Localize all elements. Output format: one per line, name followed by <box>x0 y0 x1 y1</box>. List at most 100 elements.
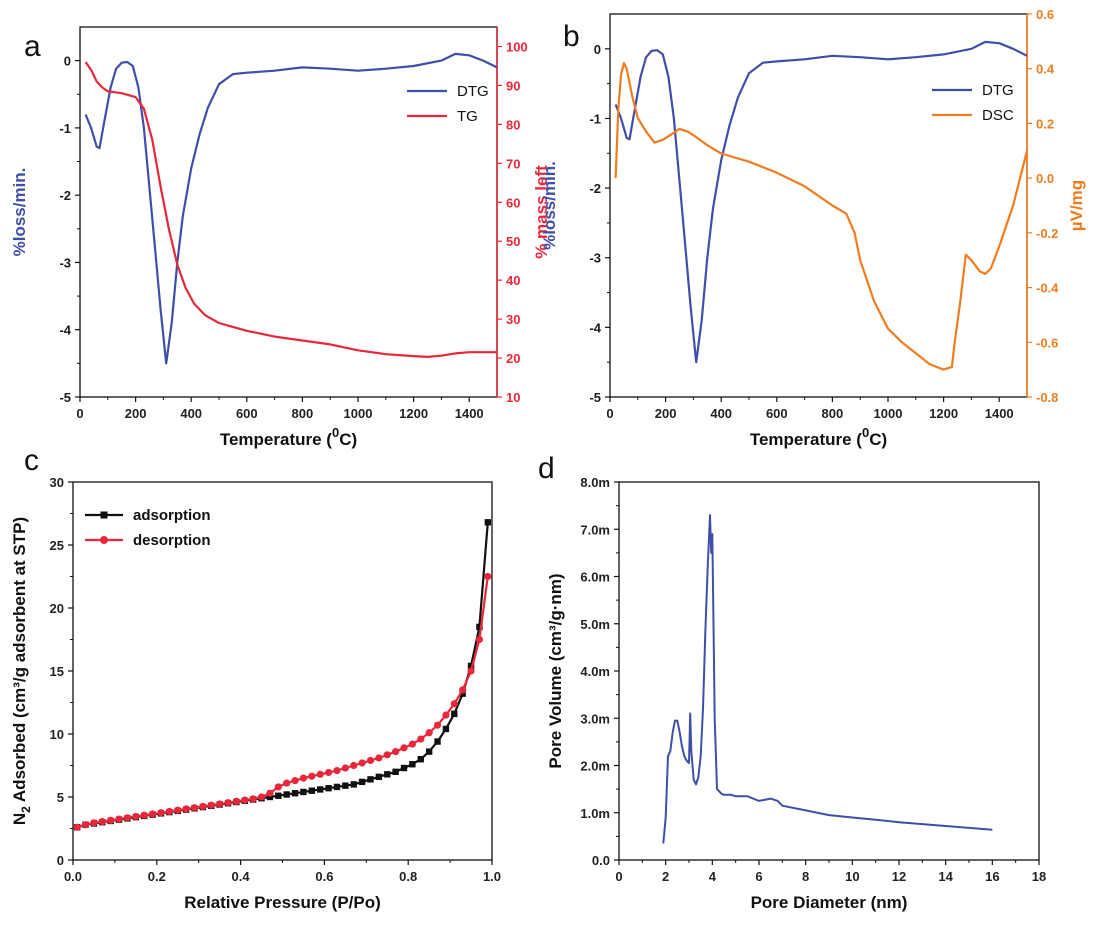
x-tick-label: 4 <box>709 869 717 884</box>
data-point-desorption <box>324 768 333 777</box>
data-point-desorption <box>366 756 375 765</box>
y-tick-label: -2 <box>59 188 71 203</box>
x-axis-label: Pore Diameter (nm) <box>751 893 908 912</box>
x-tick-label: 1200 <box>399 406 428 421</box>
x-tick-label: 0 <box>76 406 83 421</box>
data-point-desorption <box>132 812 140 821</box>
chart-panel-b: b0 200 400 600 800 1000 1200 1400-5-4-3-2-10-0.… <box>540 7 1086 449</box>
data-point-desorption <box>98 817 106 826</box>
chart-panel-c: c 0.0 0.2 0.4 0.6 0.8 1.0 0 5 10 15 20 25 30 Relative … <box>10 444 501 912</box>
right-y-tick-label: 0.4 <box>1036 62 1055 77</box>
data-point-desorption <box>383 751 391 759</box>
legend-label-dtg: DTG <box>457 83 489 100</box>
x-tick-label: 10 <box>845 869 859 884</box>
data-point-desorption <box>433 721 442 729</box>
plot-frame <box>618 481 1040 861</box>
x-tick-label: 8 <box>802 869 809 884</box>
right-y-tick-label: 40 <box>506 273 520 288</box>
data-point-desorption <box>475 635 484 644</box>
data-point-desorption <box>241 796 249 804</box>
data-point-desorption <box>341 764 349 772</box>
legend-label-adsorption: adsorption <box>133 507 211 524</box>
y-axis-label-prefix: N <box>10 813 29 825</box>
right-y-tick-label: -0.8 <box>1036 390 1058 405</box>
x-tick-label: 800 <box>822 406 844 421</box>
data-point-desorption <box>140 811 148 819</box>
series-line-dtg <box>84 52 497 365</box>
data-point-desorption <box>73 823 81 831</box>
x-axis-label-tail: C) <box>339 430 357 449</box>
x-tick-label: 18 <box>1032 869 1046 884</box>
data-point-adsorption <box>375 773 383 781</box>
series-line-pore-size-distribution <box>662 514 993 844</box>
x-axis-label-tail: C) <box>869 430 887 449</box>
x-tick-label: 400 <box>180 406 202 421</box>
x-tick-label: 1.0 <box>483 869 501 884</box>
right-y-tick-label: 30 <box>506 312 520 327</box>
data-point-desorption <box>90 819 98 827</box>
y-tick-label: 8.0m <box>580 475 610 490</box>
data-point-desorption <box>450 700 458 708</box>
x-tick-label: 600 <box>236 406 258 421</box>
data-point-desorption <box>375 754 383 762</box>
data-point-adsorption <box>266 793 274 801</box>
right-y-tick-label: -0.4 <box>1036 281 1059 296</box>
x-axis-label-text: Relative Pressure (P/Po) <box>184 893 381 912</box>
x-axis-label: Temperature (0C) <box>220 425 357 449</box>
data-point-adsorption <box>425 748 433 755</box>
x-tick-label: 0.8 <box>399 869 417 884</box>
data-point-desorption <box>299 774 308 782</box>
y-tick-label: 5 <box>57 790 64 805</box>
right-y-tick-label: 0.2 <box>1036 116 1054 131</box>
data-point-adsorption <box>409 761 416 768</box>
legend-label-dsc: DSC <box>982 107 1014 124</box>
plot-frame <box>609 13 1028 398</box>
y-tick-label: 20 <box>50 601 64 616</box>
data-point-adsorption <box>476 623 483 631</box>
data-point-desorption <box>266 789 274 797</box>
y-tick-label: -5 <box>589 390 601 405</box>
right-y-tick-label: 0.0 <box>1036 171 1054 186</box>
data-point-desorption <box>174 806 182 814</box>
y-tick-label: -3 <box>589 251 601 266</box>
data-point-desorption <box>157 809 165 817</box>
right-y-tick-label: 50 <box>506 234 520 249</box>
right-y-tick-label: 100 <box>506 39 528 54</box>
y-tick-label: 0 <box>594 42 601 57</box>
data-point-adsorption <box>434 738 441 745</box>
data-point-adsorption <box>350 781 357 788</box>
x-tick-label: 600 <box>766 406 788 421</box>
y-axis-label: %loss/min. <box>540 161 559 250</box>
data-point-desorption <box>283 779 291 787</box>
x-tick-label: 0.4 <box>232 869 251 884</box>
right-y-tick-label: 10 <box>506 390 520 405</box>
y-axis-label-rest: Adsorbed (cm³/g adsorbent at STP) <box>10 517 29 806</box>
series-line-dsc <box>614 62 1027 371</box>
x-tick-label: 1000 <box>344 406 373 421</box>
y-tick-label: 15 <box>50 664 64 679</box>
data-point-adsorption <box>442 725 450 733</box>
data-point-desorption <box>484 572 492 581</box>
y-tick-label: 4.0m <box>580 664 610 679</box>
chart-panel-d: d 0 2 4 6 8 10 12 14 16 18 0.0 1.0m 2.0m 3.0m 4.0m 5.0m 6… <box>538 452 1046 912</box>
right-y-tick-label: 60 <box>506 195 520 210</box>
data-point-desorption <box>392 748 400 756</box>
y-tick-label: 2.0m <box>580 759 610 774</box>
legend-label-dtg: DTG <box>982 82 1014 99</box>
legend-label-desorption: desorption <box>133 532 211 549</box>
data-point-adsorption <box>451 710 458 718</box>
x-tick-label: 2 <box>662 869 669 884</box>
data-point-adsorption <box>467 662 475 670</box>
y-tick-label: 5.0m <box>580 617 610 632</box>
data-point-adsorption <box>317 786 324 793</box>
data-point-adsorption <box>275 792 282 799</box>
data-point-desorption <box>358 759 366 767</box>
x-axis-label-sup: 0 <box>862 425 869 440</box>
legend-label-tg: TG <box>457 108 478 125</box>
data-point-desorption <box>442 711 450 719</box>
x-tick-label: 200 <box>655 406 677 421</box>
x-tick-label: 200 <box>125 406 147 421</box>
data-point-adsorption <box>358 778 366 786</box>
y-tick-label: 30 <box>50 475 64 490</box>
